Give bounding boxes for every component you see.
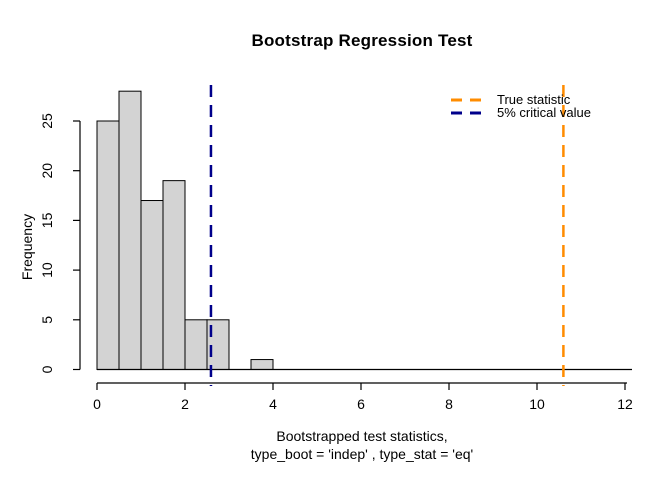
histogram-bar: [118, 90, 142, 371]
histogram-bar: [184, 319, 208, 370]
x-tick-label: 12: [617, 396, 633, 412]
x-tick-label: 2: [181, 396, 189, 412]
legend-label-true-statistic: True statistic: [497, 92, 571, 107]
x-tick-label: 4: [269, 396, 277, 412]
chart-title: Bootstrap Regression Test: [251, 31, 473, 50]
y-tick-label: 10: [39, 262, 55, 278]
histogram-bar: [250, 359, 274, 370]
navy-dashed-line-swatch: [451, 111, 483, 114]
y-tick-label: 5: [39, 316, 55, 324]
histogram-bar: [96, 120, 120, 370]
x-tick-label: 10: [529, 396, 545, 412]
x-axis-label-line2: type_boot = 'indep' , type_stat = 'eq': [250, 446, 474, 462]
legend: True statistic 5% critical value: [450, 92, 591, 120]
y-tick-label: 15: [39, 212, 55, 228]
x-tick-label: 0: [93, 396, 101, 412]
x-axis-label-line1: Bootstrapped test statistics,: [276, 428, 448, 444]
y-tick-label: 0: [39, 365, 55, 373]
histogram-bar: [162, 180, 186, 370]
y-tick-label: 20: [39, 163, 55, 179]
histogram-bar: [140, 200, 164, 370]
legend-item-critical-value: 5% critical value: [450, 105, 591, 120]
y-axis-label: Frequency: [19, 213, 35, 281]
x-tick-label: 8: [445, 396, 453, 412]
legend-item-true-statistic: True statistic: [450, 92, 591, 107]
x-tick-label: 6: [357, 396, 365, 412]
legend-label-critical-value: 5% critical value: [497, 105, 591, 120]
y-tick-label: 25: [39, 113, 55, 129]
orange-dashed-line-swatch: [451, 98, 483, 101]
